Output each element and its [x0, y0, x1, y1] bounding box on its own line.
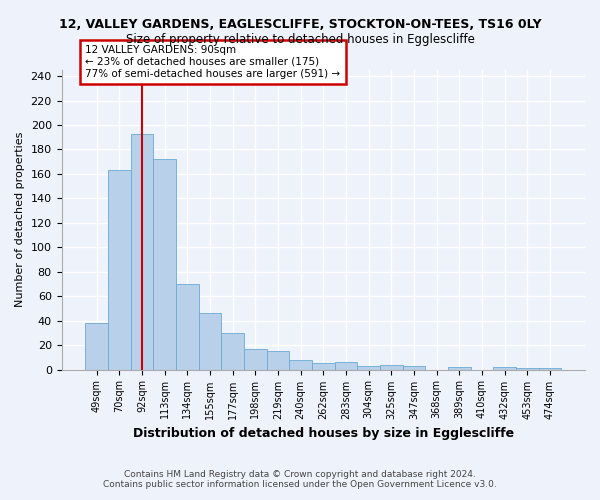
Bar: [266, 351, 289, 370]
Bar: [108, 170, 131, 370]
Bar: [176, 284, 199, 370]
Bar: [357, 366, 380, 370]
Bar: [335, 362, 357, 370]
Bar: [154, 160, 176, 370]
Bar: [403, 366, 425, 370]
Text: 12 VALLEY GARDENS: 90sqm
← 23% of detached houses are smaller (175)
77% of semi-: 12 VALLEY GARDENS: 90sqm ← 23% of detach…: [85, 46, 340, 78]
Bar: [199, 314, 221, 370]
Bar: [131, 134, 154, 370]
Bar: [448, 367, 470, 370]
Bar: [539, 368, 561, 370]
Bar: [221, 333, 244, 370]
Bar: [289, 360, 312, 370]
Bar: [85, 323, 108, 370]
Bar: [380, 364, 403, 370]
Bar: [493, 367, 516, 370]
Y-axis label: Number of detached properties: Number of detached properties: [15, 132, 25, 308]
Bar: [312, 364, 335, 370]
Bar: [244, 349, 266, 370]
Text: Contains HM Land Registry data © Crown copyright and database right 2024.
Contai: Contains HM Land Registry data © Crown c…: [103, 470, 497, 489]
Text: Size of property relative to detached houses in Egglescliffe: Size of property relative to detached ho…: [125, 32, 475, 46]
Text: 12, VALLEY GARDENS, EAGLESCLIFFE, STOCKTON-ON-TEES, TS16 0LY: 12, VALLEY GARDENS, EAGLESCLIFFE, STOCKT…: [59, 18, 541, 30]
Bar: [516, 368, 539, 370]
X-axis label: Distribution of detached houses by size in Egglescliffe: Distribution of detached houses by size …: [133, 427, 514, 440]
